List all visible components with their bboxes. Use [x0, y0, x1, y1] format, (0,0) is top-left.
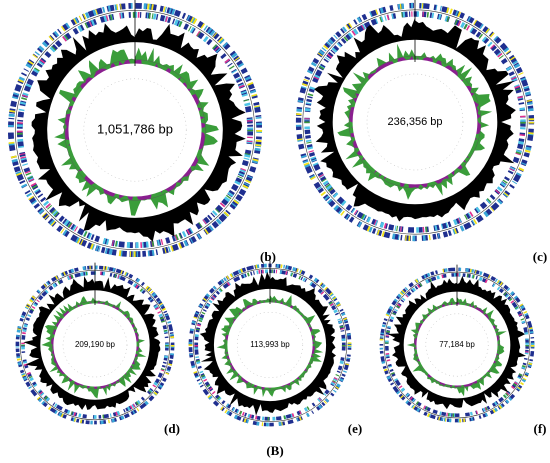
gene-ring [304, 11, 526, 233]
scale-ring [83, 78, 187, 182]
gene-ring [194, 269, 346, 421]
genome-maps: 1,051,786 bp 236,356 bp 209,190 bp 113,993 … [7, 0, 535, 427]
gene-ring [385, 273, 529, 417]
gene-ring [188, 263, 352, 427]
gene-ring [379, 267, 535, 423]
genome-map: 113,993 bp [188, 260, 352, 427]
scale-ring [366, 73, 464, 171]
inner-fill [416, 304, 498, 386]
inner-fill [53, 303, 137, 387]
inner-fill [352, 59, 478, 185]
genome-size: 77,184 bp [439, 340, 475, 349]
gene-ring [15, 265, 175, 425]
genome-size: 113,993 bp [250, 340, 290, 349]
genome-map: 1,051,786 bp [7, 0, 263, 258]
gene-ring [21, 271, 169, 419]
panel-label: (c) [533, 249, 547, 264]
genome-map: 209,190 bp [15, 262, 175, 425]
panel-label: (e) [348, 421, 362, 436]
genome-size: 1,051,786 bp [97, 121, 173, 136]
panel-label: (d) [164, 421, 180, 436]
panel-label: (b) [260, 249, 276, 264]
gene-ring [16, 11, 254, 249]
scale-ring [62, 312, 128, 378]
inner-fill [227, 302, 313, 388]
gene-ring [7, 2, 263, 258]
gene-ring [295, 2, 535, 242]
genome-map: 77,184 bp [379, 264, 535, 423]
genome-size: 236,356 bp [387, 116, 442, 128]
genome-map: 236,356 bp [295, 0, 535, 242]
figure-caption: (B) [266, 443, 283, 458]
scale-ring [425, 313, 489, 377]
panel-label: (f) [534, 421, 547, 436]
inner-fill [68, 63, 202, 197]
genome-size: 209,190 bp [75, 340, 116, 349]
scale-ring [236, 312, 303, 379]
